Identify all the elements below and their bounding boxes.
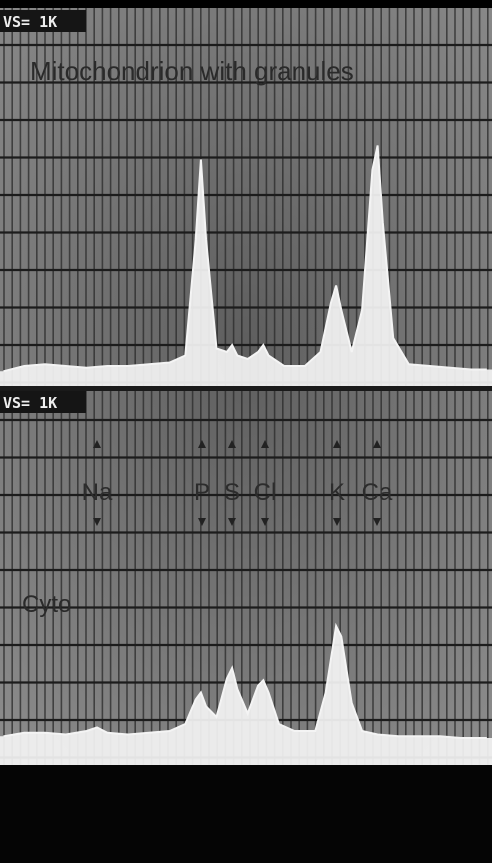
spectrum bbox=[3, 622, 487, 739]
arrow-up bbox=[93, 440, 101, 448]
scale-label-box bbox=[0, 10, 86, 32]
arrow-down bbox=[333, 518, 341, 526]
spectrum-fill bbox=[0, 145, 492, 386]
panel-divider bbox=[0, 386, 492, 391]
element-label: P bbox=[194, 479, 210, 506]
spectrum bbox=[3, 145, 487, 373]
scale-label: VS= 1K bbox=[3, 394, 57, 412]
element-label: Na bbox=[82, 479, 113, 506]
spectrum-fill bbox=[0, 626, 492, 765]
scale-label-box bbox=[0, 391, 86, 413]
element-label: Cl bbox=[254, 479, 277, 506]
arrow-down bbox=[261, 518, 269, 526]
arrow-down bbox=[373, 518, 381, 526]
arrow-up bbox=[228, 440, 236, 448]
arrow-up bbox=[333, 440, 341, 448]
scale-label: VS= 1K bbox=[3, 13, 57, 31]
element-label: K bbox=[329, 479, 345, 506]
axis-strip bbox=[0, 765, 492, 863]
arrow-down bbox=[198, 518, 206, 526]
element-label: S bbox=[224, 479, 240, 506]
arrow-down bbox=[228, 518, 236, 526]
element-label: Ca bbox=[362, 479, 393, 506]
arrow-up bbox=[373, 440, 381, 448]
arrow-up bbox=[261, 440, 269, 448]
arrow-down bbox=[93, 518, 101, 526]
arrow-up bbox=[198, 440, 206, 448]
panel-title: Cyto bbox=[22, 591, 71, 618]
panel-title: Mitochondrion with granules bbox=[30, 56, 354, 86]
